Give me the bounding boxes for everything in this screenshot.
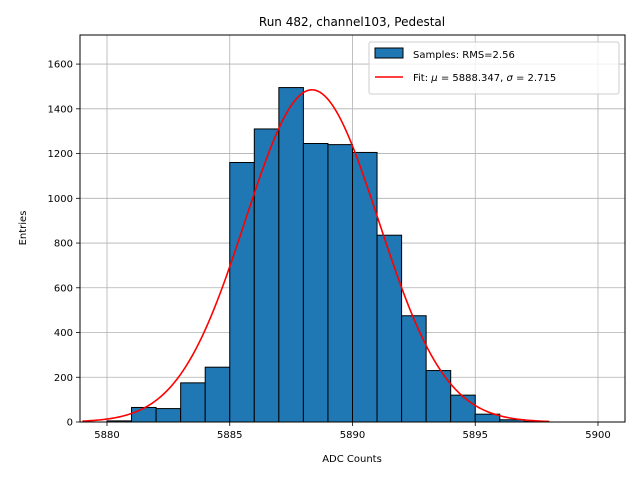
x-axis-title: ADC Counts [322, 454, 382, 465]
legend-fit-prefix: Fit: [413, 73, 431, 84]
y-tick-label: 1000 [48, 194, 73, 205]
y-tick-label: 1200 [48, 149, 73, 160]
legend-box [368, 41, 620, 95]
legend-fit-label: Fit: μ = 5888.347, σ = 2.715 [413, 73, 556, 84]
histogram-bar [450, 394, 476, 423]
y-tick-label: 1400 [48, 104, 73, 115]
x-tick-label: 5885 [217, 430, 242, 441]
legend-fit-mu-symbol: μ [430, 73, 437, 84]
histogram-bar [229, 162, 255, 423]
x-axis-ticks: 5880 5885 5890 5895 5900 [94, 422, 611, 441]
x-tick-label: 5900 [585, 430, 610, 441]
y-tick-label: 600 [54, 283, 73, 294]
histogram-bar [131, 406, 157, 423]
x-tick-label: 5890 [340, 430, 365, 441]
fit-curve-group [82, 89, 549, 423]
histogram-bar [376, 234, 403, 423]
y-axis-ticks: 0 200 400 600 800 1000 1200 1400 1600 [48, 60, 80, 429]
y-tick-label: 0 [67, 418, 73, 429]
legend: Samples: RMS=2.56 Fit: μ = 5888.347, σ =… [368, 41, 620, 95]
chart-title: Run 482, channel103, Pedestal [259, 15, 445, 29]
legend-histogram-swatch [374, 47, 404, 59]
histogram-bar [155, 408, 182, 423]
histogram-bar [253, 128, 280, 423]
histogram-bars [106, 87, 550, 423]
y-tick-label: 200 [54, 373, 73, 384]
histogram-bar [401, 315, 427, 423]
y-tick-label: 800 [54, 239, 73, 250]
histogram-bar [278, 87, 304, 423]
y-tick-label: 1600 [48, 60, 73, 71]
y-tick-label: 400 [54, 328, 73, 339]
fit-curve [82, 89, 549, 423]
histogram-bar [302, 142, 329, 423]
legend-fit-sigma-value: = 2.715 [513, 73, 556, 84]
legend-histogram-label: Samples: RMS=2.56 [413, 50, 515, 61]
histogram-bar [204, 366, 231, 423]
histogram-bar [352, 151, 378, 423]
y-axis-title: Entries [18, 211, 29, 246]
histogram-bar [327, 144, 353, 423]
histogram-bar [180, 382, 206, 423]
x-tick-label: 5895 [463, 430, 488, 441]
legend-fit-sigma-symbol: σ [506, 73, 513, 84]
x-tick-label: 5880 [94, 430, 119, 441]
legend-fit-mu-value: = 5888.347, [438, 73, 507, 84]
